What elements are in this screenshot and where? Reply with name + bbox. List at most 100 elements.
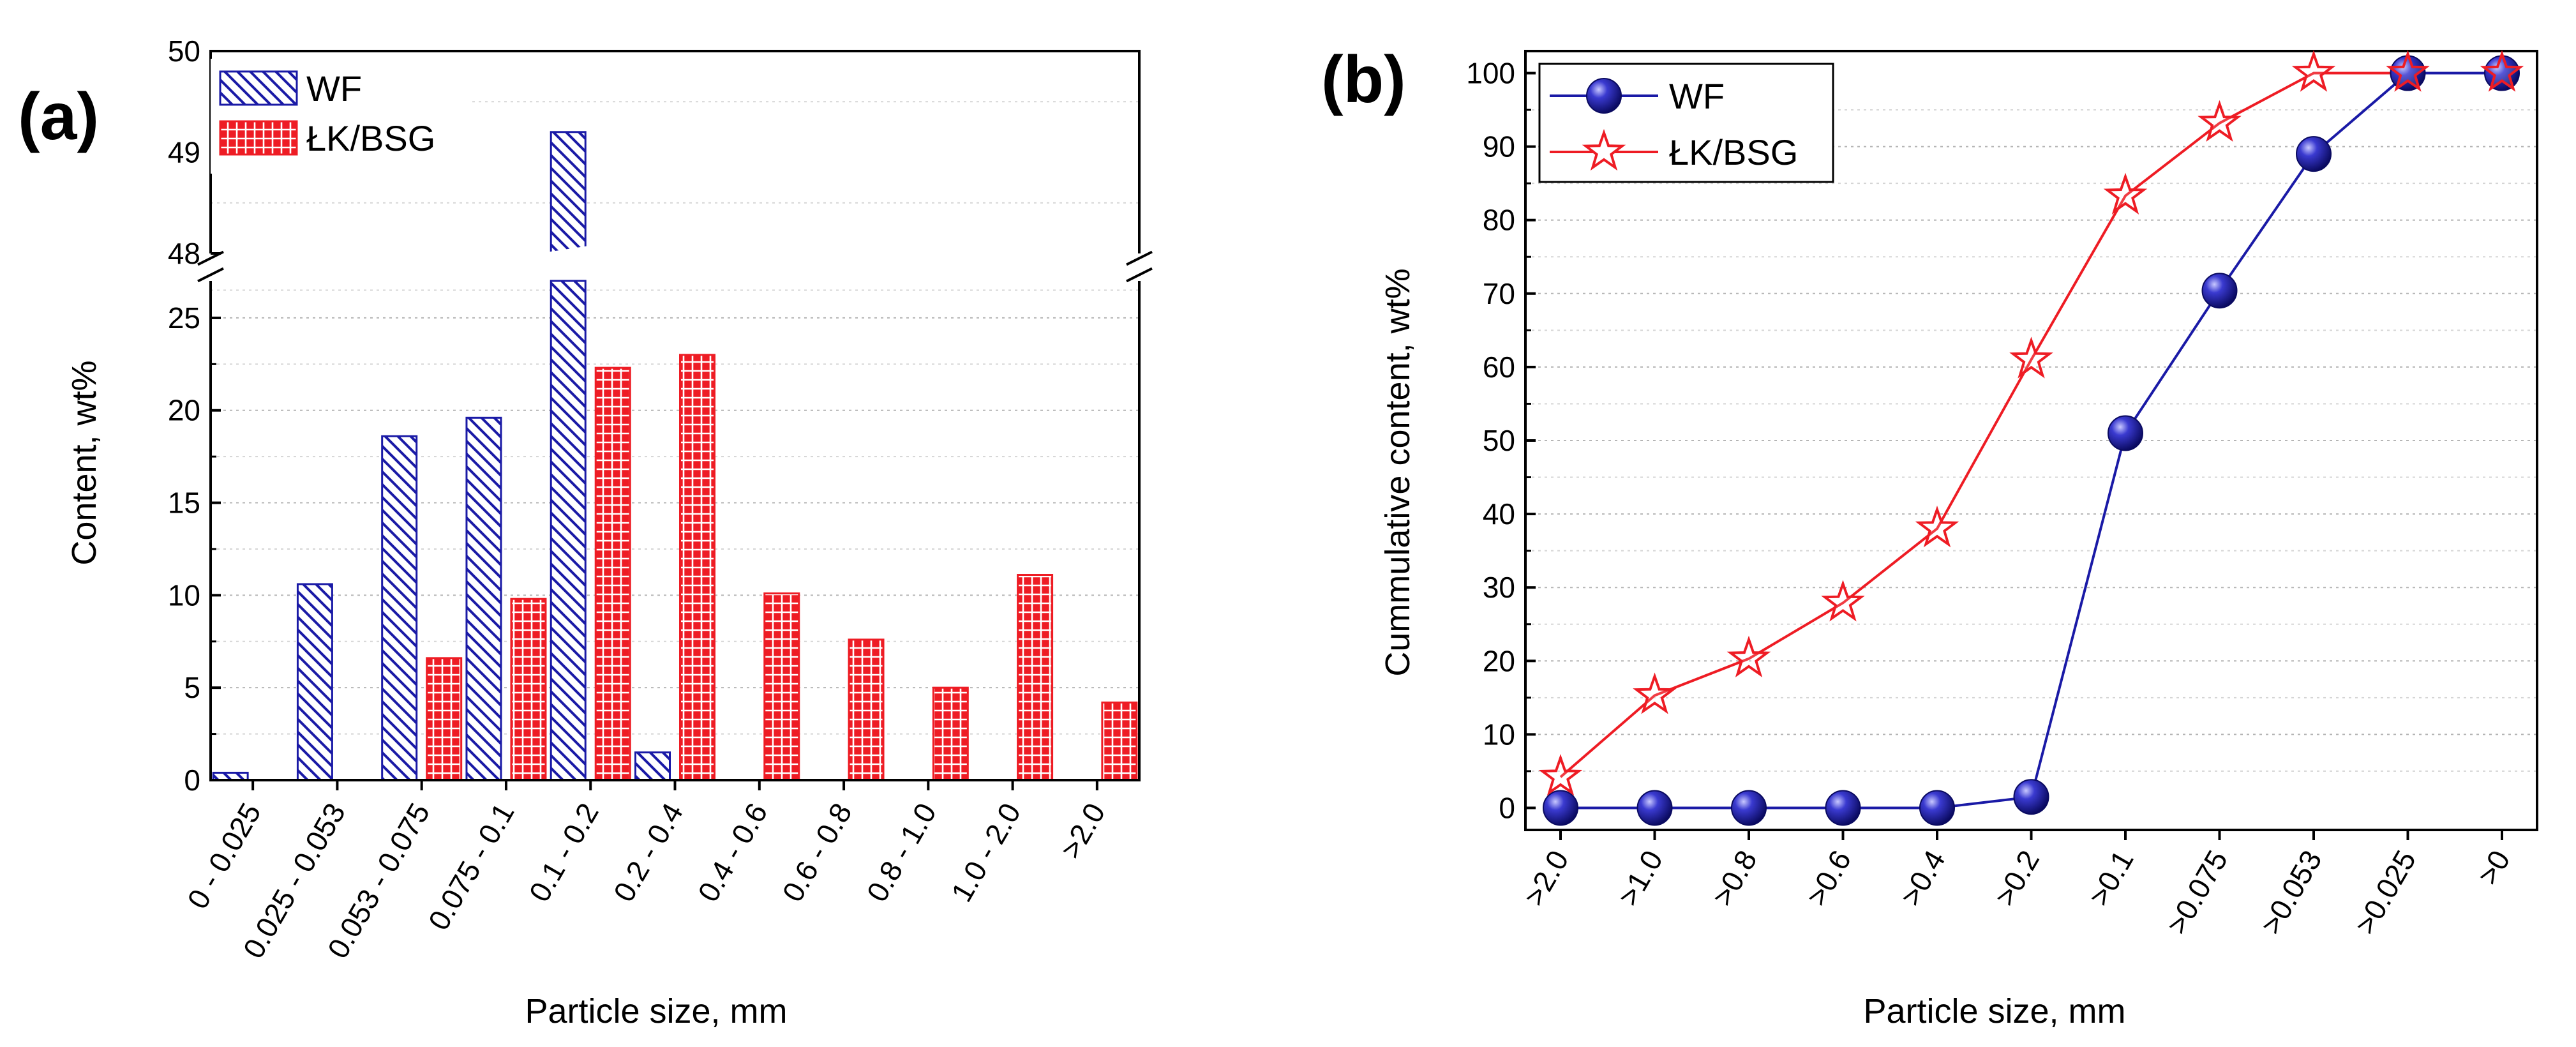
- panel-a-bar-k-bsg-0-6-0-8: [848, 638, 885, 781]
- panel-b-ytick-label-10: 10: [1483, 718, 1515, 751]
- panel-b-x-axis-title: Particle size, mm: [1863, 992, 2125, 1030]
- panel-b-point-wf-0-075: [2201, 273, 2238, 309]
- panel-b-point-k-bsg-0-075: [2198, 100, 2242, 142]
- panel-b-point-k-bsg-0-4: [1915, 506, 1959, 548]
- panel-a-bar-wf-0-053-0-075: [381, 435, 418, 781]
- panel-b-point-wf-0-4: [1919, 790, 1955, 826]
- panel-b-xtick-label-0-053: >0.053: [2254, 845, 2328, 940]
- panel-b-ytick-label-80: 80: [1483, 204, 1515, 237]
- panel-a-ytick-label-upper-50: 50: [168, 34, 200, 68]
- panel-a-bar-k-bsg-0-075-0-1: [510, 598, 547, 781]
- panel-b-point-k-bsg-0-6: [1821, 580, 1865, 622]
- panel-b-point-k-bsg-0-1: [2103, 172, 2148, 215]
- panel-b-point-wf-0-2: [2013, 779, 2049, 815]
- panel-b-point-wf-1-0: [1636, 790, 1673, 826]
- panel-b-x-tick-labels: >2.0 >1.0 >0.8 >0.6 >0.4 >0.2 >0.1 >0.075 >0.053…: [1517, 845, 2516, 940]
- panel-a-lower-frame: [209, 281, 1141, 781]
- panel-b-xtick-label-0-025: >0.025: [2348, 845, 2422, 940]
- panel-a-ytick-label-5: 5: [184, 671, 200, 704]
- panel-b-point-wf-0-053: [2296, 136, 2332, 172]
- panel-a-xtick-label-0-075-0-1: 0.075 - 0.1: [422, 797, 521, 935]
- panel-a-legend-swatch-k-bsg: [219, 120, 298, 156]
- panel-b-legend-label-k-bsg: ŁK/BSG: [1669, 132, 1798, 172]
- panel-a-xtick-label-0-0-025: 0 - 0.025: [181, 797, 267, 914]
- panel-a-x-axis-title: Particle size, mm: [525, 992, 787, 1030]
- panel-a-bar-k-bsg-0-1-0-2: [594, 366, 631, 781]
- panel-a-gridlines: [211, 101, 1139, 735]
- panel-b-xtick-label-2-0: >2.0: [1517, 845, 1575, 912]
- panel-b-ytick-label-0: 0: [1499, 791, 1515, 824]
- panel-a-xtick-label-0-8-1-0: 0.8 - 1.0: [860, 797, 943, 907]
- panel-b-legend: WF ŁK/BSG: [1538, 63, 1834, 183]
- panel-b-point-k-bsg-0-8: [1726, 635, 1771, 678]
- panel-a-xtick-label-0-4-0-6: 0.4 - 0.6: [691, 797, 774, 907]
- panel-a-label: (a): [18, 80, 99, 154]
- panel-a-ytick-label-10: 10: [168, 578, 200, 612]
- panel-a-legend-swatch-wf: [219, 70, 298, 106]
- panel-a-bar-k-bsg-0-053-0-075: [426, 657, 463, 781]
- panel-b-ytick-label-30: 30: [1483, 571, 1515, 604]
- panel-a-xtick-label-0-2-0-4: 0.2 - 0.4: [607, 797, 689, 907]
- panel-b-line-k-bsg: [1559, 72, 2502, 778]
- panel-a-ytick-label-25: 25: [168, 301, 200, 335]
- panel-b-point-k-bsg-0-2: [2009, 336, 2053, 379]
- panel-b-ytick-label-60: 60: [1483, 350, 1515, 384]
- panel-b-point-wf-0-6: [1825, 790, 1861, 826]
- panel-a-bar-k-bsg-0-2-0-4: [679, 354, 715, 781]
- panel-a-legend-label-k-bsg: ŁK/BSG: [306, 118, 435, 158]
- panel-a-ytick-label-upper-48: 48: [168, 237, 200, 270]
- panel-b-point-wf-0-1: [2108, 415, 2143, 451]
- panel-a-xtick-label-0-1-0-2: 0.1 - 0.2: [522, 797, 604, 907]
- panel-b-ytick-label-90: 90: [1483, 130, 1515, 163]
- panel-b-series: [1538, 50, 2524, 826]
- panel-b-point-wf-0-8: [1731, 790, 1767, 826]
- panel-b-xtick-label-0-075: >0.075: [2160, 845, 2234, 940]
- panel-b-xtick-label-0-2: >0.2: [1988, 845, 2046, 912]
- panel-b-legend-marker-k-bsg: [1582, 128, 1626, 171]
- panel-a-bar-wf-0-1-0-2-upper: [550, 131, 587, 255]
- panel-b-ytick-label-70: 70: [1483, 277, 1515, 310]
- panel-a-ytick-label-15: 15: [168, 486, 200, 520]
- panel-a-break-mark-right-2: [1126, 267, 1153, 283]
- panel-b-point-k-bsg-2-0: [1538, 754, 1583, 796]
- panel-a-bar-wf-0-1-0-2-lower: [550, 280, 587, 781]
- panel-b-label: (b): [1321, 43, 1406, 117]
- panel-a-xtick-label-1-0-2-0: 1.0 - 2.0: [945, 797, 1027, 907]
- panel-a-break-mark-left-2: [197, 267, 224, 283]
- panel-b-xtick-label-1-0: >1.0: [1612, 845, 1669, 912]
- panel-b-xtick-label-0-6: >0.6: [1800, 845, 1857, 912]
- panel-b-xtick-label-0-1: >0.1: [2082, 845, 2139, 912]
- panel-a-bar-wf-0-1-0-2-break-gap: [546, 246, 590, 262]
- panel-a-break-mark-right-1: [1126, 250, 1153, 266]
- panel-b-legend-marker-wf: [1586, 78, 1622, 114]
- panel-b-gridlines: [1525, 109, 2537, 772]
- panel-a-y-axis-title: Content, wt%: [65, 360, 103, 565]
- panel-a-bar-wf-0-075-0-1: [465, 416, 502, 781]
- panel-a-y-tick-labels: 0 5 10 15 20 25 48 49 50: [168, 34, 200, 797]
- panel-a-bar-k-bsg-1-0-2-0: [1017, 574, 1054, 781]
- panel-b-xtick-label-0-8: >0.8: [1705, 845, 1763, 912]
- panel-b-y-tick-labels: 0 10 20 30 40 50 60 70 80 90 100: [1466, 57, 1515, 825]
- panel-a-bar-k-bsg-2-0: [1101, 701, 1138, 781]
- panel-a-xtick-label-2-0: >2.0: [1054, 797, 1111, 864]
- panel-b-ytick-label-50: 50: [1483, 424, 1515, 457]
- panel-b-axes-frame: [1524, 50, 2538, 840]
- panel-b-point-k-bsg-0: [2480, 50, 2524, 92]
- panel-b-point-k-bsg-0-025: [2386, 50, 2430, 92]
- panel-b-xtick-label-0: >0: [2471, 845, 2516, 890]
- panel-b-ytick-label-40: 40: [1483, 497, 1515, 531]
- panel-a-bar-k-bsg-0-8-1-0: [932, 686, 969, 781]
- panel-a-bar-wf-0-2-0-4: [634, 751, 671, 781]
- panel-b-point-wf-2-0: [1543, 790, 1578, 826]
- panel-a-ytick-label-0: 0: [184, 764, 200, 797]
- panel-a-legend-label-wf: WF: [306, 68, 362, 109]
- panel-b-xtick-label-0-4: >0.4: [1894, 845, 1951, 912]
- panel-b-point-k-bsg-0-053: [2291, 50, 2336, 92]
- panel-a-xtick-label-0-6-0-8: 0.6 - 0.8: [775, 797, 858, 907]
- panel-b-ytick-label-100: 100: [1466, 57, 1515, 90]
- panel-a-bars: [212, 131, 1138, 781]
- panel-a-bar-k-bsg-0-4-0-6: [763, 592, 800, 781]
- panel-a-bar-wf-0-025-0-053: [296, 583, 333, 781]
